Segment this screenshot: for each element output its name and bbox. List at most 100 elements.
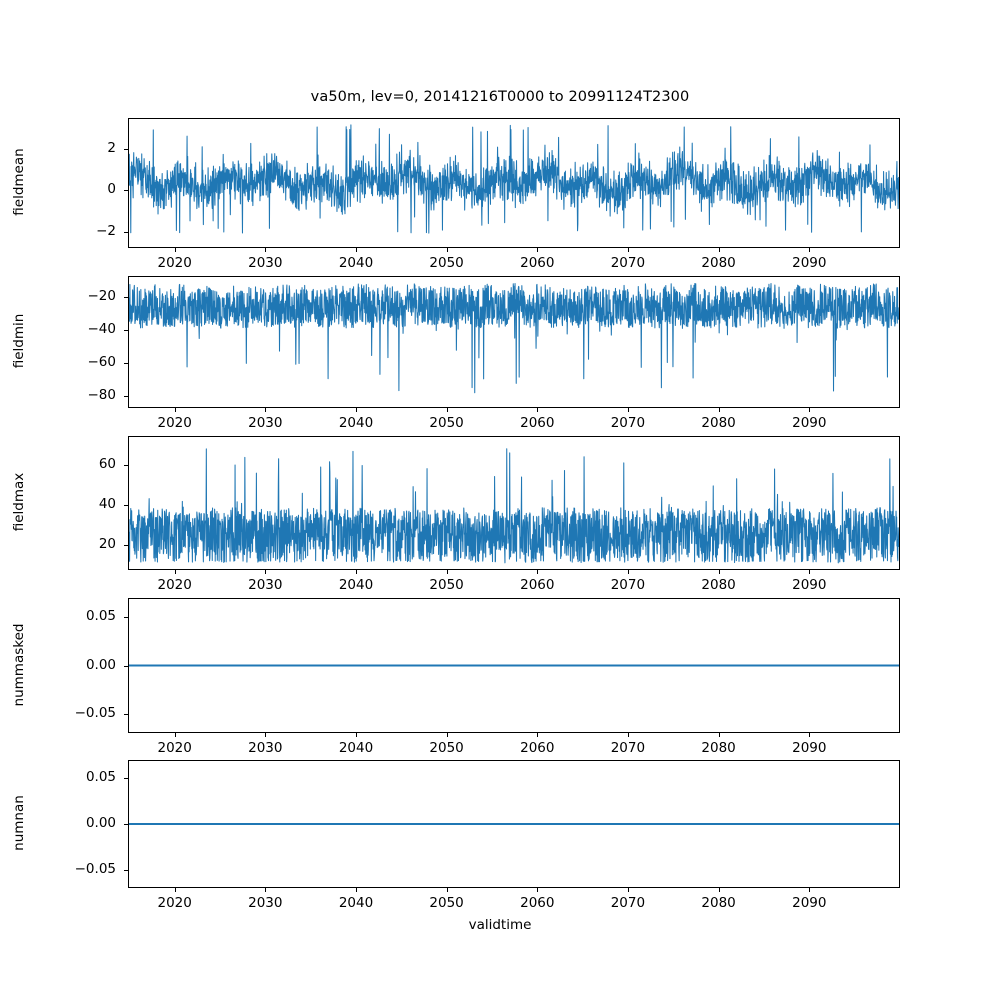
x-tick-label-fieldmin-1: 2030 (248, 415, 283, 431)
series-plot-fieldmean (129, 119, 899, 247)
x-tick-label-fieldmin-5: 2070 (610, 415, 646, 431)
x-tick-label-numnan-6: 2080 (701, 895, 736, 911)
x-tick-label-numnan-2: 2040 (338, 895, 374, 911)
y-tick-mark-numnan-2 (123, 870, 128, 872)
x-tick-mark-numnan-2 (356, 888, 358, 893)
series-plot-numnan (129, 761, 899, 887)
y-tick-mark-fieldmean-1 (123, 190, 128, 192)
x-tick-mark-numnan-4 (537, 888, 539, 893)
y-tick-mark-fieldmax-0 (123, 545, 128, 547)
x-tick-label-fieldmean-2: 2040 (338, 255, 374, 271)
x-tick-label-numnan-4: 2060 (520, 895, 555, 911)
x-tick-label-numnan-0: 2020 (157, 895, 192, 911)
x-tick-mark-nummasked-1 (265, 733, 267, 738)
x-tick-label-fieldmin-3: 2050 (429, 415, 464, 431)
y-tick-mark-fieldmean-0 (123, 231, 128, 233)
y-tick-label-fieldmean-0: −2 (96, 222, 116, 239)
x-axis-label: validtime (468, 917, 532, 933)
x-tick-label-fieldmean-0: 2020 (157, 255, 192, 271)
x-tick-mark-fieldmax-3 (446, 570, 448, 575)
x-tick-mark-fieldmean-2 (356, 248, 358, 253)
y-tick-label-fieldmin-0: −20 (87, 287, 117, 304)
x-tick-mark-fieldmax-5 (627, 570, 629, 575)
x-tick-mark-fieldmin-5 (627, 408, 629, 413)
x-tick-mark-fieldmin-6 (718, 408, 720, 413)
x-tick-label-fieldmean-3: 2050 (429, 255, 464, 271)
x-tick-mark-fieldmin-1 (265, 408, 267, 413)
x-tick-label-nummasked-0: 2020 (157, 740, 192, 756)
y-tick-label-nummasked-2: −0.05 (74, 705, 116, 722)
x-tick-mark-numnan-7 (809, 888, 811, 893)
x-tick-label-fieldmax-1: 2030 (248, 577, 283, 593)
x-tick-label-fieldmean-7: 2090 (792, 255, 827, 271)
y-tick-label-fieldmin-1: −40 (87, 320, 117, 337)
plot-panel-nummasked (128, 598, 900, 733)
x-tick-label-fieldmin-0: 2020 (157, 415, 192, 431)
x-tick-label-fieldmax-7: 2090 (792, 577, 827, 593)
x-tick-mark-fieldmean-4 (537, 248, 539, 253)
x-tick-label-fieldmax-5: 2070 (610, 577, 646, 593)
y-tick-label-nummasked-1: 0.00 (85, 656, 116, 673)
y-tick-label-fieldmean-2: 2 (107, 139, 116, 156)
series-plot-fieldmax (129, 437, 899, 569)
x-tick-mark-fieldmean-3 (446, 248, 448, 253)
x-tick-mark-fieldmin-3 (446, 408, 448, 413)
x-tick-mark-nummasked-5 (627, 733, 629, 738)
y-tick-mark-fieldmax-2 (123, 465, 128, 467)
y-tick-mark-fieldmin-2 (123, 362, 128, 364)
plot-panel-numnan (128, 760, 900, 888)
x-tick-label-nummasked-4: 2060 (520, 740, 555, 756)
x-tick-mark-nummasked-2 (356, 733, 358, 738)
plot-panel-fieldmin (128, 276, 900, 408)
x-tick-mark-fieldmin-2 (356, 408, 358, 413)
x-tick-mark-numnan-5 (627, 888, 629, 893)
x-tick-mark-fieldmax-6 (718, 570, 720, 575)
y-tick-mark-fieldmin-0 (123, 296, 128, 298)
x-tick-label-numnan-7: 2090 (792, 895, 827, 911)
y-tick-mark-numnan-0 (123, 777, 128, 779)
x-tick-label-numnan-5: 2070 (610, 895, 646, 911)
x-tick-mark-fieldmax-0 (174, 570, 176, 575)
y-tick-label-fieldmax-2: 60 (98, 456, 116, 472)
x-tick-mark-fieldmin-7 (809, 408, 811, 413)
x-tick-mark-numnan-3 (446, 888, 448, 893)
y-tick-label-fieldmin-3: −80 (87, 386, 117, 403)
y-tick-label-fieldmean-1: 0 (107, 181, 116, 198)
x-tick-label-fieldmax-2: 2040 (338, 577, 374, 593)
y-tick-mark-fieldmax-1 (123, 505, 128, 507)
x-tick-label-fieldmin-4: 2060 (520, 415, 555, 431)
x-tick-label-nummasked-7: 2090 (792, 740, 827, 756)
x-tick-mark-fieldmean-0 (174, 248, 176, 253)
figure-title: va50m, lev=0, 20141216T0000 to 20991124T… (310, 89, 690, 105)
x-tick-mark-nummasked-7 (809, 733, 811, 738)
x-tick-label-fieldmean-5: 2070 (610, 255, 646, 271)
x-tick-mark-numnan-1 (265, 888, 267, 893)
x-tick-mark-fieldmean-7 (809, 248, 811, 253)
x-tick-label-fieldmean-1: 2030 (248, 255, 283, 271)
x-tick-mark-nummasked-0 (174, 733, 176, 738)
y-tick-label-fieldmax-0: 20 (98, 536, 116, 552)
x-tick-mark-fieldmax-1 (265, 570, 267, 575)
y-tick-label-fieldmax-1: 40 (98, 496, 116, 512)
x-tick-label-numnan-3: 2050 (429, 895, 464, 911)
x-tick-label-nummasked-6: 2080 (701, 740, 736, 756)
x-tick-label-fieldmean-4: 2060 (520, 255, 555, 271)
series-plot-nummasked (129, 599, 899, 732)
plot-panel-fieldmax (128, 436, 900, 570)
series-plot-fieldmin (129, 277, 899, 407)
x-tick-label-nummasked-1: 2030 (248, 740, 283, 756)
x-tick-label-nummasked-3: 2050 (429, 740, 464, 756)
y-tick-label-numnan-0: 0.05 (85, 768, 116, 785)
x-tick-mark-fieldmin-0 (174, 408, 176, 413)
y-tick-mark-fieldmean-2 (123, 148, 128, 150)
x-tick-mark-fieldmean-5 (627, 248, 629, 253)
x-tick-label-fieldmean-6: 2080 (701, 255, 736, 271)
x-tick-mark-fieldmin-4 (537, 408, 539, 413)
y-tick-label-numnan-2: −0.05 (74, 861, 116, 878)
x-tick-label-fieldmin-2: 2040 (338, 415, 374, 431)
x-tick-label-nummasked-2: 2040 (338, 740, 374, 756)
x-tick-mark-nummasked-4 (537, 733, 539, 738)
y-tick-mark-fieldmin-1 (123, 329, 128, 331)
y-tick-mark-nummasked-0 (123, 616, 128, 618)
